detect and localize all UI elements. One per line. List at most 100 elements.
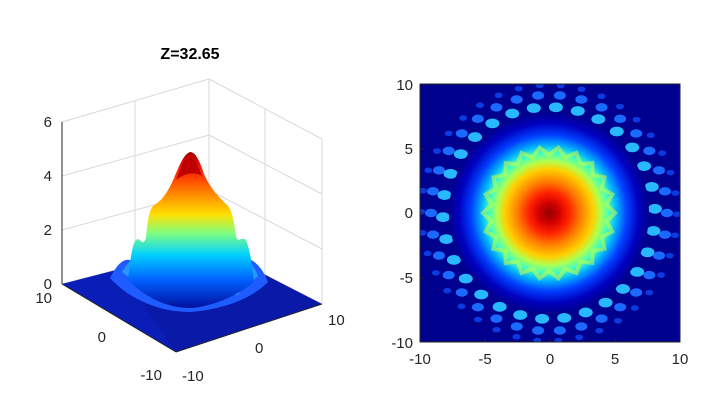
- heatmap-speckle: [485, 118, 500, 129]
- x-tick-label: 10: [328, 312, 345, 329]
- y-tick-label: 0: [98, 329, 106, 346]
- heatmap-speckle: [548, 102, 563, 113]
- heatmap-speckle: [439, 234, 454, 245]
- heatmap-speckle: [557, 313, 572, 323]
- z-tick-label: 0: [44, 276, 52, 293]
- heatmap-speckle: [630, 305, 639, 311]
- y-tick-label: 0: [405, 205, 413, 222]
- heatmap-speckle: [471, 302, 484, 312]
- heatmap-speckle: [578, 307, 593, 318]
- surface-y-ticks: 10 0 -10: [35, 290, 162, 384]
- heatmap-speckle: [431, 270, 440, 276]
- heatmap-speckle: [630, 266, 645, 277]
- heatmap-speckle: [453, 149, 468, 160]
- heatmap-speckle: [646, 132, 655, 139]
- heatmap-speckle: [420, 209, 426, 215]
- heatmap-speckle: [637, 161, 652, 172]
- x-tick-label: 10: [672, 351, 689, 368]
- heatmap-speckle: [490, 103, 503, 112]
- heatmap-speckle: [643, 146, 656, 156]
- heatmap-speckle: [647, 203, 662, 214]
- heatmap-speckle: [595, 327, 604, 334]
- heatmap-plot: -10 -5 0 5 10 10 5 0 -5 -10: [391, 77, 688, 368]
- heatmap-speckle: [625, 142, 640, 153]
- heatmap-speckle: [598, 297, 613, 308]
- heatmap-speckle-ring: [420, 84, 680, 342]
- heatmap-speckle: [532, 91, 545, 100]
- heatmap-speckle: [473, 316, 482, 323]
- heatmap-speckle: [665, 252, 674, 259]
- heatmap-speckle: [436, 212, 451, 223]
- heatmap-speckle: [535, 313, 550, 324]
- heatmap-speckle: [420, 230, 427, 236]
- heatmap-speckle: [672, 211, 680, 217]
- x-tick-label: 0: [255, 340, 263, 357]
- heatmap-speckle: [510, 95, 523, 104]
- z-tick-label: 4: [44, 168, 52, 185]
- heatmap-speckle: [443, 287, 452, 294]
- heatmap-speckle: [609, 126, 624, 137]
- heatmap-speckle: [510, 322, 523, 331]
- heatmap-speckle: [575, 334, 584, 341]
- heatmap-speckle: [437, 190, 452, 200]
- x-tick-label: -10: [409, 351, 431, 368]
- surface-title: Z=32.65: [160, 46, 219, 63]
- surface-peak-highlight: [176, 154, 202, 180]
- heatmap-speckle: [614, 302, 627, 312]
- y-tick-label: 10: [35, 290, 52, 307]
- heatmap-speckle: [459, 115, 468, 121]
- x-tick-label: -10: [182, 368, 204, 385]
- heatmap-speckle: [553, 91, 566, 100]
- heatmap-speckle: [432, 251, 445, 260]
- heatmap-speckle: [616, 103, 625, 110]
- heatmap-speckle: [671, 232, 680, 239]
- x-tick-label: 0: [546, 351, 554, 368]
- heatmap-speckle: [630, 288, 643, 297]
- heatmap-speckle: [658, 230, 671, 239]
- heatmap-speckle: [533, 337, 542, 342]
- z-tick-label: 2: [44, 222, 52, 239]
- heatmap-speckle: [575, 322, 588, 331]
- heatmap-speckle: [653, 166, 666, 175]
- heatmap-speckle: [457, 303, 466, 310]
- heatmap-speckle: [468, 132, 483, 142]
- heatmap-speckle: [432, 148, 441, 154]
- heatmap-x-ticks: -10 -5 0 5 10: [409, 351, 688, 368]
- heatmap-speckle: [570, 106, 585, 116]
- heatmap-speckle: [532, 326, 545, 335]
- heatmap-speckle: [658, 150, 667, 156]
- heatmap-speckle: [492, 326, 501, 333]
- surface-peak: [128, 152, 254, 308]
- heatmap-speckle: [427, 230, 440, 239]
- heatmap-speckle: [424, 167, 433, 174]
- heatmap-speckle: [471, 114, 484, 124]
- heatmap-speckle: [512, 333, 521, 340]
- y-tick-label: 10: [396, 77, 413, 94]
- heatmap-speckle: [657, 272, 666, 278]
- heatmap-speckle: [661, 208, 673, 218]
- heatmap-speckle: [444, 130, 453, 137]
- heatmap-speckle: [535, 84, 544, 89]
- surface-x-ticks: -10 0 10: [182, 312, 345, 385]
- heatmap-speckle: [645, 289, 654, 296]
- heatmap-speckle: [490, 314, 503, 323]
- heatmap-speckle: [658, 187, 671, 196]
- heatmap-speckle: [597, 93, 606, 100]
- heatmap-speckle: [632, 116, 641, 123]
- heatmap-speckle: [591, 114, 606, 125]
- heatmap-speckle: [432, 166, 445, 175]
- heatmap-speckle: [671, 190, 680, 196]
- heatmap-speckle: [513, 310, 528, 320]
- heatmap-speckle: [595, 314, 608, 323]
- y-tick-label: -5: [400, 270, 413, 287]
- heatmap-speckle: [425, 208, 437, 218]
- heatmap-speckle: [442, 270, 455, 280]
- heatmap-speckle: [614, 114, 627, 124]
- y-tick-label: 5: [405, 141, 413, 158]
- heatmap-speckle: [640, 247, 655, 258]
- x-tick-label: 5: [611, 351, 619, 368]
- heatmap-speckle: [614, 318, 623, 324]
- heatmap-y-ticks: 10 5 0 -5 -10: [391, 77, 413, 352]
- y-tick-label: -10: [140, 367, 162, 384]
- y-tick-label: -10: [391, 335, 413, 352]
